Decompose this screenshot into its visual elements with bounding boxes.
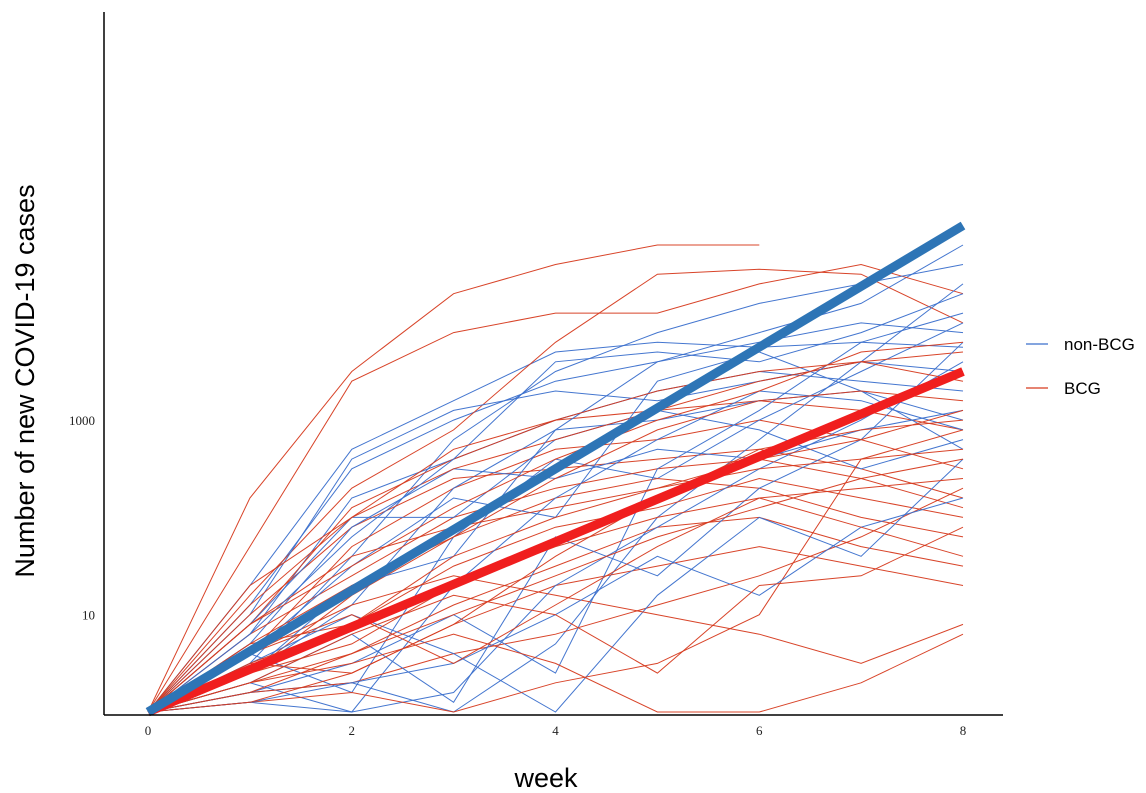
- series-line-bcg: [147, 458, 964, 713]
- trend-line-non-bcg: [145, 221, 966, 716]
- x-tick-label: 2: [349, 723, 356, 738]
- series-line-bcg: [147, 341, 964, 713]
- x-tick-label: 4: [552, 723, 559, 738]
- legend-label-non-bcg: non-BCG: [1064, 335, 1135, 354]
- series-line-bcg: [147, 390, 964, 713]
- x-axis-title: week: [513, 763, 578, 793]
- series-line-bcg: [147, 351, 964, 713]
- series-line-bcg: [147, 458, 964, 713]
- series-line-non-bcg: [147, 458, 964, 713]
- legend-label-bcg: BCG: [1064, 379, 1101, 398]
- axes: [103, 12, 1003, 716]
- series-line-bcg: [147, 633, 964, 713]
- series-line-bcg: [147, 263, 964, 713]
- series-line-bcg: [147, 497, 964, 713]
- series-line-bcg: [147, 526, 964, 713]
- series-line-bcg: [147, 575, 964, 713]
- y-tick-label: 10: [82, 608, 95, 623]
- y-axis-title: Number of new COVID-19 cases: [10, 184, 40, 577]
- x-tick-label: 6: [756, 723, 763, 738]
- x-tick-label: 0: [145, 723, 152, 738]
- x-tick-label: 8: [960, 723, 967, 738]
- plot-area: [145, 221, 966, 717]
- series-line-non-bcg: [147, 312, 964, 713]
- legend: non-BCG BCG: [1026, 335, 1135, 398]
- series-line-bcg: [147, 429, 964, 713]
- trend-line-bcg: [146, 367, 965, 717]
- series-line-bcg: [147, 268, 964, 713]
- series-line-non-bcg: [147, 293, 964, 713]
- y-tick-label: 1000: [69, 413, 95, 428]
- series-line-bcg: [147, 244, 760, 713]
- series-line-non-bcg: [147, 341, 964, 713]
- series-line-bcg: [147, 516, 964, 713]
- series-line-non-bcg: [147, 322, 964, 713]
- series-line-bcg: [147, 419, 964, 713]
- tick-labels: 0 2 4 6 8 10 1000: [69, 413, 966, 738]
